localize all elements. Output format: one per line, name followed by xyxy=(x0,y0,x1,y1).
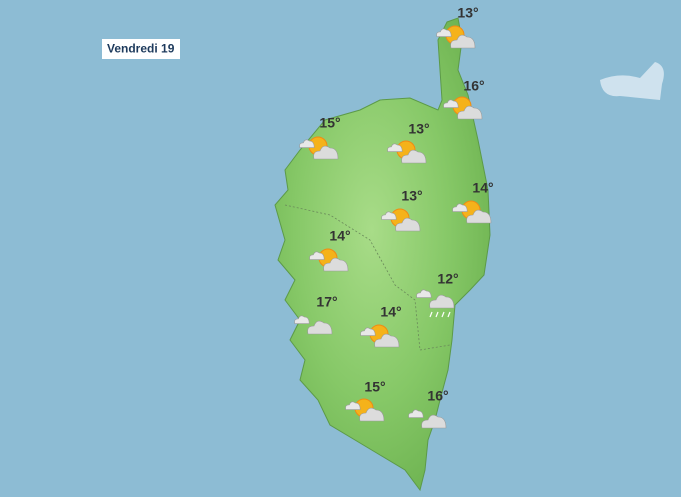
cloud xyxy=(323,257,349,272)
temperature: 16° xyxy=(427,388,448,404)
cloud xyxy=(429,294,455,309)
island xyxy=(600,62,664,100)
cloud xyxy=(294,315,310,324)
cloud xyxy=(421,414,447,429)
cloud xyxy=(395,217,421,232)
temperature: 13° xyxy=(457,5,478,21)
rain xyxy=(441,311,445,318)
temperature: 13° xyxy=(408,121,429,137)
day-label: Vendredi 19 xyxy=(107,42,175,56)
temperature: 15° xyxy=(364,379,385,395)
day-box xyxy=(102,39,180,59)
temperature: 12° xyxy=(437,271,458,287)
cloud xyxy=(416,289,432,298)
temperature: 16° xyxy=(463,78,484,94)
rain xyxy=(429,311,433,318)
temperature: 14° xyxy=(472,180,493,196)
cloud xyxy=(457,105,483,120)
cloud xyxy=(359,407,385,422)
cloud xyxy=(401,149,427,164)
cloud xyxy=(466,209,492,224)
temperature: 17° xyxy=(316,294,337,310)
cloud xyxy=(374,333,400,348)
cloud xyxy=(436,28,452,37)
temperature: 15° xyxy=(319,115,340,131)
cloud xyxy=(307,320,333,335)
cloud xyxy=(408,409,424,418)
border xyxy=(284,204,451,351)
rain xyxy=(447,311,451,318)
temperature: 14° xyxy=(380,304,401,320)
cloud xyxy=(450,34,476,49)
cloud xyxy=(309,251,325,260)
cloud xyxy=(387,143,403,152)
cloud xyxy=(443,99,459,108)
cloud xyxy=(313,145,339,160)
cloud xyxy=(452,203,468,212)
cloud xyxy=(360,327,376,336)
rain xyxy=(435,311,439,318)
corsica xyxy=(274,17,491,492)
cloud xyxy=(381,211,397,220)
temperature: 14° xyxy=(329,228,350,244)
temperature: 13° xyxy=(401,188,422,204)
cloud xyxy=(345,401,361,410)
cloud xyxy=(299,139,315,148)
